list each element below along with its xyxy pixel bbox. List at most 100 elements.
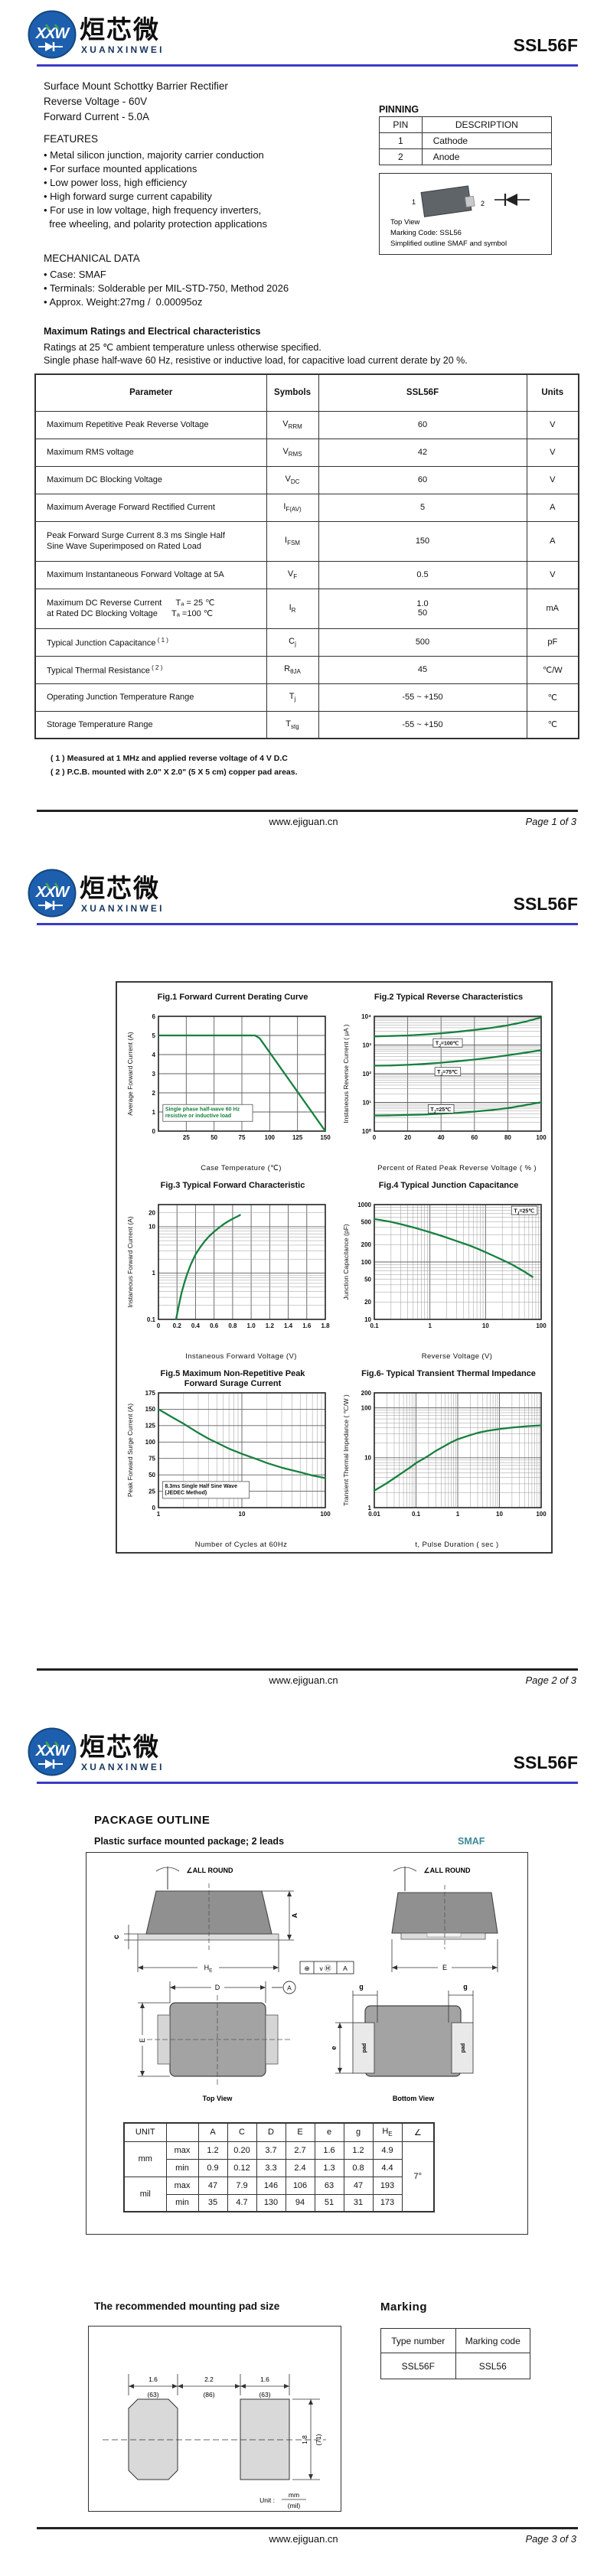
ratings-cell: V [526, 560, 579, 589]
list-item: • Terminals: Solderable per MIL-STD-750,… [44, 282, 289, 294]
svg-text:75: 75 [239, 1134, 246, 1141]
ratings-row: Maximum DC Blocking Voltage VDC 60 V [34, 465, 579, 494]
figure-2: Fig.2 Typical Reverse Characteristics 0 20… [339, 990, 547, 1172]
ratings-row: Typical Thermal Resistance ( 2 ) RθJA 45 ℃/… [34, 655, 579, 684]
part-number: SSL56F [513, 35, 578, 55]
dim-row: mil max 47 7.9 146 106 63 47 193 [123, 2176, 434, 2212]
svg-text:Single phase half-wave 60 Hz: Single phase half-wave 60 Hz [165, 1107, 240, 1112]
svg-text:1.8: 1.8 [321, 1322, 330, 1329]
dim-cell: 51 [314, 2193, 344, 2212]
fig3-series-VF [175, 1214, 241, 1321]
footer-page-number: Page 3 of 3 [525, 2533, 577, 2545]
features-title: FEATURES [44, 133, 99, 145]
ratings-col-header: Parameter [34, 373, 267, 412]
brand-monogram: XXW [35, 25, 71, 42]
footer-website: www.ejiguan.cn [269, 816, 338, 827]
fig4-xlabel: Reverse Voltage (V) [421, 1352, 493, 1361]
svg-text:100: 100 [320, 1511, 331, 1518]
svg-text:200: 200 [361, 1390, 372, 1397]
svg-text:10¹: 10¹ [362, 1099, 371, 1106]
dim-row: min 0.9 0.12 3.3 2.4 1.3 0.8 4.4 [124, 2158, 434, 2177]
svg-text:1: 1 [157, 1511, 161, 1518]
svg-text:125: 125 [145, 1423, 156, 1430]
list-item: • For use in low voltage, high frequency… [44, 204, 262, 216]
dim-cell: 3.7 [256, 2141, 286, 2160]
list-item: • Metal silicon junction, majority carri… [44, 149, 264, 161]
dim-col-header: E [285, 2122, 315, 2142]
svg-text:10³: 10³ [362, 1042, 371, 1048]
dim-cell: mil [123, 2176, 167, 2212]
fig5-series-IFSM [157, 1408, 327, 1479]
ratings-cell: ℃ [526, 683, 579, 712]
svg-text:10: 10 [482, 1322, 489, 1329]
svg-text:10: 10 [496, 1511, 503, 1518]
fig2-plot: 0 20 40 60 80 100 10⁰ 10¹ 10² 10³ 10⁴ Instaneous Re… [342, 1013, 547, 1141]
svg-text:0.1: 0.1 [412, 1511, 421, 1518]
package-subtitle: Plastic surface mounted package; 2 leads [94, 1836, 285, 1847]
svg-text:1.0: 1.0 [247, 1322, 256, 1329]
svg-text:0: 0 [152, 1128, 156, 1135]
svg-text:100: 100 [536, 1322, 547, 1329]
dim-cell: 130 [256, 2193, 286, 2212]
fig2-xlabel: Percent of Rated Peak Reverse Voltage ( … [377, 1164, 537, 1172]
header-rule [37, 1782, 578, 1784]
svg-text:1: 1 [456, 1511, 460, 1518]
pinning-table: PIN DESCRIPTION 1 Cathode 2 Anode [379, 116, 553, 165]
svg-text:0.2: 0.2 [173, 1322, 182, 1329]
intro-block: Surface Mount Schottky Barrier Rectifier… [44, 79, 228, 125]
dim-cell: 0.9 [197, 2158, 228, 2177]
svg-text:50: 50 [148, 1472, 155, 1479]
svg-text:40: 40 [438, 1134, 445, 1141]
outline-caption-3: Simplified outline SMAF and symbol [390, 240, 507, 248]
pad-dim-right-mil: (63) [259, 2391, 270, 2398]
dim-cell: max [165, 2176, 199, 2195]
fig1-series-derating [157, 1034, 327, 1133]
svg-text:500: 500 [361, 1218, 372, 1225]
ratings-col-header: SSL56F [318, 373, 527, 412]
footnote-2: ( 2 ) P.C.B. mounted with 2.0" X 2.0" (5… [51, 768, 298, 777]
figure-5: Fig.5 Maximum Non-Repetitive Peak Forward… [123, 1367, 331, 1549]
ratings-row: Typical Junction Capacitance ( 1 ) Cj 500 p… [34, 628, 579, 657]
ratings-cell: VRMS [266, 438, 319, 467]
svg-text:3: 3 [152, 1071, 156, 1078]
dim-col-header: HE [372, 2122, 403, 2142]
ratings-cell: V [526, 465, 579, 494]
footer-rule [37, 2527, 578, 2529]
dim-col-header: D [256, 2122, 286, 2142]
dim-col-header: UNIT [123, 2122, 167, 2142]
svg-text:25: 25 [148, 1488, 155, 1495]
table-cell: 1 [379, 132, 423, 149]
brand-monogram: XXW [35, 1743, 71, 1759]
pin1-label: 1 [412, 198, 416, 206]
svg-text:50: 50 [364, 1276, 371, 1283]
svg-text:1: 1 [152, 1109, 156, 1116]
dim-row: mm max 1.2 0.20 3.7 2.7 1.6 1.2 4.9 7° [123, 2141, 435, 2212]
table-cell: 2 [379, 148, 423, 165]
dim-col-header [165, 2122, 199, 2142]
ratings-cell: VRRM [266, 410, 319, 439]
part-number: SSL56F [513, 1753, 578, 1772]
svg-text:TJ=75℃: TJ=75℃ [437, 1069, 458, 1078]
dim-cell: 0.20 [227, 2141, 257, 2160]
pad-dim-height-mil: (71) [315, 2434, 322, 2445]
package-3d-icon [420, 185, 475, 217]
ratings-cell: -55 ~ +150 [318, 683, 527, 712]
pad-dim-left-mil: (63) [147, 2391, 158, 2398]
ratings-row: Maximum Average Forward Rectified Curren… [34, 493, 579, 522]
ratings-cell: V [526, 438, 579, 467]
svg-text:10: 10 [148, 1224, 155, 1231]
part-number: SSL56F [513, 894, 578, 914]
svg-text:6: 6 [152, 1013, 156, 1020]
logo-diode-icon [38, 42, 63, 51]
ratings-cell: Operating Junction Temperature Range [34, 683, 267, 712]
fig4-title: Fig.4 Typical Junction Capacitance [378, 1181, 519, 1190]
dim-e-cap-label: E [442, 1964, 447, 1971]
fig6-xlabel: t, Pulse Duration ( sec ) [415, 1541, 499, 1549]
logo-diode-icon [38, 1759, 63, 1769]
ratings-cell: 500 [318, 628, 527, 657]
dim-col-header: A [197, 2122, 228, 2142]
svg-text:0.1: 0.1 [147, 1316, 156, 1323]
features-list: • Metal silicon junction, majority carri… [44, 148, 267, 231]
ratings-cell: Maximum DC Blocking Voltage [34, 465, 267, 494]
